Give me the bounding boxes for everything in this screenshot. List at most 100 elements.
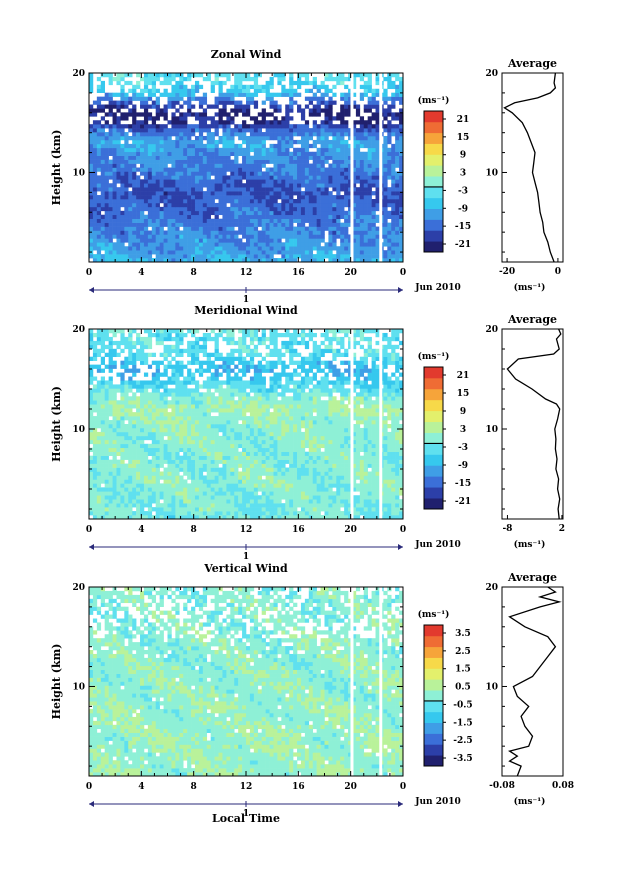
heatmap-cell — [285, 475, 290, 480]
heatmap-cell — [371, 92, 376, 97]
heatmap-cell — [120, 246, 125, 251]
heatmap-cell — [183, 463, 188, 468]
heatmap-cell — [230, 179, 235, 184]
heatmap-cell — [285, 495, 290, 500]
heatmap-cell — [269, 159, 274, 164]
heatmap-cell — [289, 475, 294, 480]
heatmap-cell — [344, 479, 349, 484]
heatmap-cell — [328, 443, 333, 449]
heatmap-cell — [324, 73, 329, 78]
heatmap-cell — [289, 92, 294, 97]
heatmap-cell — [89, 238, 94, 243]
heatmap-cell — [140, 163, 145, 168]
heatmap-cell — [159, 167, 164, 172]
heatmap-cell — [355, 191, 361, 196]
heatmap-cell — [300, 143, 306, 149]
heatmap-cell — [147, 443, 153, 449]
heatmap-cell — [316, 88, 321, 93]
heatmap-cell — [194, 191, 200, 196]
heatmap-cell — [297, 147, 302, 153]
heatmap-cell — [194, 254, 200, 259]
heatmap-cell — [269, 183, 274, 188]
heatmap-cell — [328, 447, 333, 453]
heatmap-cell — [324, 84, 329, 90]
heatmap-cell — [336, 499, 341, 504]
heatmap-cell — [104, 132, 109, 137]
heatmap-cell — [128, 112, 133, 117]
heatmap-cell — [242, 206, 247, 212]
heatmap-cell — [367, 511, 372, 516]
heatmap-cell — [210, 515, 215, 520]
heatmap-cell — [351, 136, 357, 141]
heatmap-cell — [147, 187, 153, 192]
heatmap-cell — [218, 96, 223, 101]
heatmap-cell — [108, 487, 113, 492]
heatmap-cell — [183, 202, 188, 208]
heatmap-cell — [128, 214, 133, 219]
heatmap-cell — [281, 443, 286, 449]
heatmap-cell — [159, 143, 164, 149]
heatmap-cell — [218, 171, 223, 176]
heatmap-cell — [355, 467, 361, 472]
heatmap-cell — [246, 439, 251, 445]
heatmap-cell — [261, 143, 266, 149]
heatmap-cell — [96, 108, 102, 113]
heatmap-cell — [308, 167, 314, 172]
heatmap-cell — [112, 143, 117, 149]
heatmap-cell — [151, 202, 157, 208]
heatmap-cell — [261, 191, 266, 196]
heatmap-cell — [269, 128, 274, 133]
heatmap-cell — [214, 230, 219, 235]
heatmap-cell — [206, 491, 211, 496]
heatmap-cell — [183, 487, 188, 492]
heatmap-cell — [293, 147, 298, 153]
heatmap-cell — [257, 132, 262, 137]
heatmap-cell — [100, 467, 105, 472]
heatmap-cell — [171, 199, 176, 204]
heatmap-cell — [167, 175, 172, 180]
heatmap-cell — [143, 463, 149, 468]
heatmap-cell — [332, 124, 337, 129]
heatmap-cell — [230, 218, 235, 223]
heatmap-cell — [92, 475, 98, 480]
heatmap-cell — [257, 234, 262, 239]
heatmap-cell — [387, 471, 392, 476]
heatmap-cell — [128, 128, 133, 133]
heatmap-cell — [399, 136, 404, 141]
colorbar-tick-label: 21 — [457, 115, 470, 125]
heatmap-cell — [218, 73, 223, 78]
heatmap-cell — [171, 258, 176, 263]
heatmap-cell — [226, 120, 231, 125]
heatmap-cell — [344, 171, 349, 176]
heatmap-cell — [340, 92, 345, 97]
heatmap-cell — [351, 499, 357, 504]
heatmap-cell — [194, 230, 200, 235]
heatmap-cell — [234, 167, 239, 172]
heatmap-cell — [210, 467, 215, 472]
heatmap-cell — [155, 515, 160, 520]
heatmap-cell — [151, 92, 157, 97]
heatmap-cell — [238, 515, 243, 520]
heatmap-cell — [395, 246, 400, 251]
heatmap-cell — [179, 483, 184, 488]
heatmap-cell — [348, 147, 353, 153]
heatmap-cell — [289, 495, 294, 500]
heatmap-cell — [304, 76, 310, 82]
heatmap-cell — [198, 479, 204, 484]
heatmap-cell — [132, 439, 137, 445]
heatmap-cell — [89, 214, 94, 219]
heatmap-cell — [246, 112, 251, 117]
heatmap-cell — [277, 159, 282, 164]
heatmap-cell — [183, 495, 188, 500]
heatmap-cell — [383, 515, 388, 520]
heatmap-cell — [206, 467, 211, 472]
heatmap-cell — [92, 136, 98, 141]
heatmap-cell — [198, 159, 204, 164]
x-tick-label: 0 — [86, 268, 92, 278]
heatmap-cell — [383, 202, 388, 208]
heatmap-cell — [351, 139, 357, 145]
heatmap-cell — [234, 511, 239, 516]
heatmap-cell — [120, 451, 125, 456]
heatmap-cell — [151, 226, 157, 231]
heatmap-cell — [253, 124, 259, 129]
